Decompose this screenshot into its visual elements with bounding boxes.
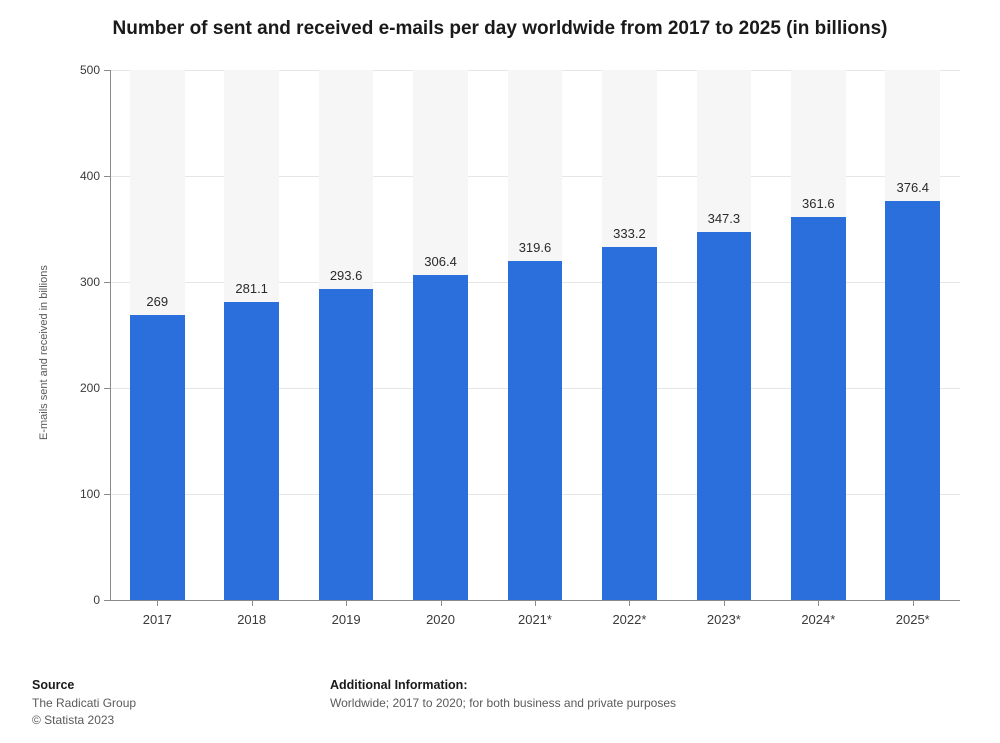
chart-area: 269281.1293.6306.4319.6333.2347.3361.637… <box>110 70 960 600</box>
y-tick-label: 400 <box>60 169 100 183</box>
bar-value-label: 376.4 <box>866 180 960 195</box>
bar-value-label: 319.6 <box>488 240 582 255</box>
bar-value-label: 306.4 <box>393 254 487 269</box>
footer-addl-block: Additional Information: Worldwide; 2017 … <box>330 678 676 712</box>
bar <box>508 261 563 600</box>
x-tickmark <box>724 600 725 606</box>
y-axis-line <box>110 70 111 600</box>
footer-addl-text: Worldwide; 2017 to 2020; for both busine… <box>330 695 676 712</box>
bar-value-label: 281.1 <box>204 281 298 296</box>
y-axis-title: E-mails sent and received in billions <box>38 265 50 440</box>
footer-addl-heading: Additional Information: <box>330 678 676 692</box>
bar-value-label: 361.6 <box>771 196 865 211</box>
page: Number of sent and received e-mails per … <box>0 0 1000 743</box>
x-tickmark <box>441 600 442 606</box>
y-tick-label: 500 <box>60 63 100 77</box>
bar-value-label: 293.6 <box>299 268 393 283</box>
y-tick-label: 300 <box>60 275 100 289</box>
bar <box>130 315 185 600</box>
bar <box>602 247 657 600</box>
x-tick-label: 2024* <box>771 612 865 627</box>
bar <box>791 217 846 600</box>
footer-source-heading: Source <box>32 678 136 692</box>
x-tickmark <box>913 600 914 606</box>
bar <box>224 302 279 600</box>
bars-layer: 269281.1293.6306.4319.6333.2347.3361.637… <box>110 70 960 600</box>
x-tick-label: 2019 <box>299 612 393 627</box>
bar-value-label: 333.2 <box>582 226 676 241</box>
x-tick-label: 2025* <box>866 612 960 627</box>
y-tick-label: 100 <box>60 487 100 501</box>
footer-source-line-1: © Statista 2023 <box>32 712 136 729</box>
y-tick-label: 0 <box>60 593 100 607</box>
x-tickmark <box>157 600 158 606</box>
bar <box>697 232 752 600</box>
x-tickmark <box>252 600 253 606</box>
x-tick-label: 2022* <box>582 612 676 627</box>
x-tick-label: 2020 <box>393 612 487 627</box>
x-tickmark <box>818 600 819 606</box>
footer-source-block: Source The Radicati Group © Statista 202… <box>32 678 136 729</box>
bar-value-label: 269 <box>110 294 204 309</box>
bar <box>413 275 468 600</box>
y-tick-label: 200 <box>60 381 100 395</box>
chart-title: Number of sent and received e-mails per … <box>0 0 1000 40</box>
x-tickmark <box>535 600 536 606</box>
bar-value-label: 347.3 <box>677 211 771 226</box>
x-tick-label: 2023* <box>677 612 771 627</box>
x-tick-label: 2018 <box>204 612 298 627</box>
bar <box>885 201 940 600</box>
x-tick-label: 2021* <box>488 612 582 627</box>
footer-source-line-0: The Radicati Group <box>32 695 136 712</box>
x-tickmark <box>629 600 630 606</box>
x-tick-label: 2017 <box>110 612 204 627</box>
x-tickmark <box>346 600 347 606</box>
bar <box>319 289 374 600</box>
